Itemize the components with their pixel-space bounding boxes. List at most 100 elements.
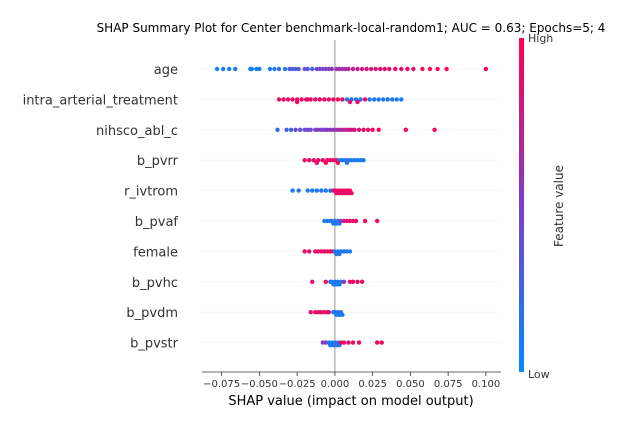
feature-labels: age intra_arterial_treatment nihsco_abl_cb… — [23, 63, 179, 352]
shap-point — [374, 340, 380, 345]
shap-point — [399, 97, 404, 102]
shap-point — [355, 66, 360, 72]
shap-point — [432, 127, 437, 132]
x-axis-label: SHAP value (impact on model output) — [228, 394, 473, 409]
shap-point — [257, 66, 262, 72]
shap-point — [361, 127, 366, 132]
shap-point — [344, 160, 350, 165]
shap-point — [302, 249, 307, 254]
shap-point — [310, 66, 315, 72]
shap-point — [376, 97, 381, 102]
shap-point — [326, 310, 332, 315]
shap-point — [347, 218, 353, 224]
feature-label: b_pvdm — [126, 306, 178, 321]
shap-point — [355, 158, 360, 163]
x-tick-label: 0.075 — [434, 379, 463, 390]
shap-point — [254, 66, 259, 72]
shap-point — [305, 188, 310, 193]
colorbar-title: Feature value — [552, 165, 566, 247]
shap-point — [483, 66, 489, 72]
shap-point — [313, 97, 318, 102]
shap-point — [350, 279, 356, 284]
shap-point — [371, 97, 377, 102]
shap-points — [214, 66, 489, 348]
shap-point — [344, 218, 350, 224]
shap-point — [349, 127, 354, 132]
shap-point — [288, 127, 294, 132]
shap-point — [331, 127, 336, 132]
shap-point — [376, 127, 381, 132]
shap-point — [307, 158, 312, 163]
shap-point — [313, 127, 318, 132]
shap-point — [285, 97, 291, 102]
shap-point — [313, 249, 318, 254]
shap-point — [314, 188, 319, 193]
shap-point — [296, 188, 301, 193]
shap-point — [341, 279, 347, 284]
shap-point — [276, 66, 282, 72]
feature-label: age — [154, 63, 178, 78]
shap-point — [405, 66, 410, 72]
colorbar-high-label: High — [528, 32, 553, 45]
shap-point — [350, 340, 356, 345]
shap-point — [214, 66, 220, 72]
shap-point — [220, 66, 226, 72]
shap-point — [322, 218, 327, 224]
shap-point — [305, 66, 310, 72]
shap-point — [346, 127, 351, 132]
shap-point — [338, 218, 344, 224]
shap-point — [290, 188, 295, 193]
shap-point — [319, 188, 324, 193]
shap-point — [340, 312, 345, 317]
shap-point — [387, 66, 392, 72]
shap-point — [319, 310, 324, 315]
feature-row-guides — [202, 68, 501, 343]
x-tick-label: −0.075 — [203, 379, 240, 390]
shap-point — [379, 340, 384, 345]
shap-point — [308, 310, 313, 315]
shap-point — [323, 340, 329, 345]
shap-point — [297, 127, 303, 132]
feature-label: intra_arterial_treatment — [23, 93, 178, 108]
shap-point — [313, 310, 318, 315]
shap-point — [322, 310, 327, 315]
shap-point — [403, 127, 409, 132]
shap-point — [359, 66, 365, 72]
shap-point — [305, 127, 310, 132]
shap-point — [368, 66, 374, 72]
shap-point — [365, 127, 371, 132]
shap-point — [302, 158, 307, 163]
feature-label: b_pvstr — [130, 337, 179, 352]
shap-point — [341, 249, 347, 254]
x-axis: −0.075 −0.050 −0.025 0.000 0.025 0.050 0.075 0.… — [202, 371, 501, 390]
shap-point — [374, 218, 380, 224]
shap-point — [347, 279, 353, 284]
shap-point — [302, 127, 307, 132]
shap-point — [314, 160, 319, 165]
feature-label: r_ivtrom — [124, 185, 178, 200]
shap-point — [328, 158, 333, 163]
x-tick-label: 0.000 — [321, 379, 350, 390]
shap-point — [359, 279, 365, 284]
shap-point — [370, 127, 375, 132]
shap-point — [356, 340, 362, 345]
shap-point — [322, 97, 327, 102]
shap-point — [323, 188, 329, 193]
shap-point — [355, 279, 360, 284]
shap-point — [319, 127, 324, 132]
shap-point — [326, 66, 332, 72]
shap-point — [281, 97, 286, 102]
shap-point — [325, 127, 330, 132]
shap-point — [320, 66, 326, 72]
shap-point — [325, 249, 330, 254]
shap-point — [352, 127, 357, 132]
shap-point — [305, 97, 310, 102]
shap-point — [382, 66, 387, 72]
shap-point — [344, 249, 350, 254]
shap-point — [308, 97, 313, 102]
shap-point — [319, 249, 324, 254]
shap-point — [282, 66, 288, 72]
shap-point — [349, 191, 354, 196]
shap-point — [328, 127, 333, 132]
shap-point — [308, 127, 313, 132]
